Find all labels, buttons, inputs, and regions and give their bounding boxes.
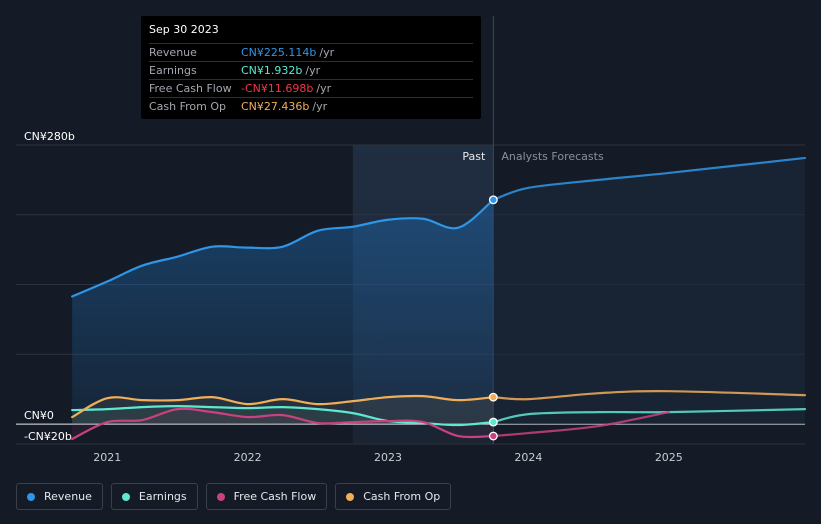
hover-tooltip: Sep 30 2023 Revenue CN¥225.114b /yr Earn… [141,16,481,119]
earnings-forecast-line [492,408,807,424]
legend-item-revenue[interactable]: Revenue [16,483,103,510]
y-tick-label: -CN¥20b [24,430,72,443]
cash-from-op-past-line [71,394,495,419]
legend-dot-icon [27,492,35,501]
past-label: Past [462,150,486,163]
legend-item-cash-from-op[interactable]: Cash From Op [335,483,452,510]
tooltip-value: CN¥1.932b [241,64,303,77]
chart-legend: Revenue Earnings Free Cash Flow Cash Fro… [16,483,452,510]
free-cash-flow-area [72,408,494,440]
x-tick-label: 2025 [655,451,683,464]
revenue-area [72,199,494,425]
tooltip-label: Earnings [149,64,197,77]
tooltip-value: CN¥27.436b [241,100,310,113]
x-tick-label: 2021 [93,451,121,464]
legend-label: Earnings [138,490,187,503]
tooltip-unit: /yr [305,64,321,77]
y-tick-label: CN¥0 [24,409,54,422]
tooltip-date: Sep 30 2023 [149,23,219,36]
earnings-marker [488,417,498,427]
legend-label: Revenue [44,490,92,503]
revenue-forecast-area [493,157,805,425]
y-tick-label: CN¥280b [24,130,75,143]
legend-dot-icon [216,492,225,501]
tooltip-value: CN¥225.114b [241,46,317,59]
revenue-marker [488,195,498,205]
legend-dot-icon [346,492,355,501]
free-cash-flow-forecast-line [492,411,670,438]
free-cash-flow-marker [488,431,498,441]
cash-from-op-area [72,395,494,425]
forecast-label: Analysts Forecasts [501,150,604,163]
cash-from-op-forecast-line [492,390,807,401]
legend-item-free-cash-flow[interactable]: Free Cash Flow [205,483,328,510]
legend-label: Free Cash Flow [233,490,317,503]
legend-item-earnings[interactable]: Earnings [110,483,198,510]
tooltip-unit: /yr [319,46,335,59]
tooltip-row-free-cash-flow: Free Cash Flow -CN¥11.698b /yr [149,79,473,97]
x-tick-label: 2023 [374,451,402,464]
free-cash-flow-past-line [71,407,495,441]
legend-label: Cash From Op [363,490,441,503]
tooltip-value: -CN¥11.698b [241,82,314,95]
tooltip-label: Revenue [149,46,197,59]
tooltip-row-cash-from-op: Cash From Op CN¥27.436b /yr [149,97,473,115]
x-tick-label: 2022 [234,451,262,464]
tooltip-row-earnings: Earnings CN¥1.932b /yr [149,61,473,79]
x-tick-label: 2024 [514,451,542,464]
revenue-past-line [71,198,495,298]
tooltip-label: Free Cash Flow [149,82,232,95]
revenue-forecast-line [492,156,807,201]
tooltip-row-revenue: Revenue CN¥225.114b /yr [149,43,473,61]
cash-from-op-marker [488,392,498,402]
tooltip-label: Cash From Op [149,100,227,113]
legend-dot-icon [121,492,130,501]
tooltip-unit: /yr [316,82,332,95]
tooltip-unit: /yr [312,100,328,113]
